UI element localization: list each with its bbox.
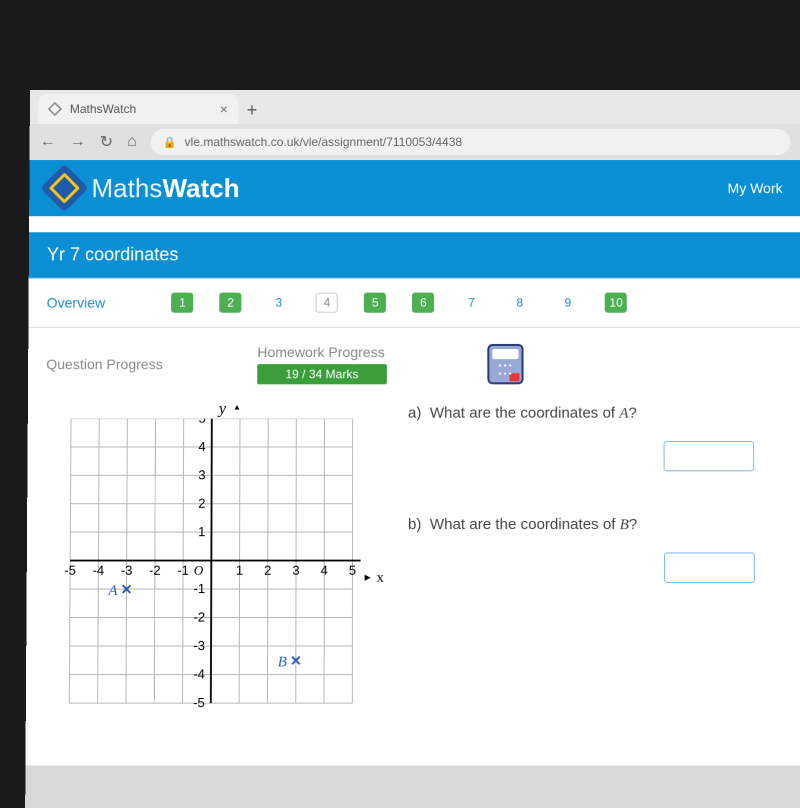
svg-text:B: B [278, 654, 287, 670]
forward-icon[interactable]: → [70, 133, 86, 151]
svg-text:×: × [121, 579, 132, 599]
close-icon[interactable]: × [220, 101, 228, 117]
x-axis-label: x [377, 571, 384, 587]
logo-icon [40, 164, 88, 212]
reload-icon[interactable]: ↻ [100, 132, 114, 152]
lock-icon: 🔒 [163, 136, 177, 149]
question-a-text: a) What are the coordinates of A? [408, 405, 784, 423]
svg-text:-5: -5 [193, 695, 205, 710]
browser-chrome: MathsWatch × + ← → ↻ ⌂ 🔒 vle.mathswatch.… [30, 90, 800, 160]
progress-row: Question Progress Homework Progress 19 /… [28, 328, 800, 393]
content-row: y x -5-4-3-2-112345-5-4-3-2-112345O×A×B … [25, 392, 800, 765]
url-text: vle.mathswatch.co.uk/vle/assignment/7110… [185, 135, 463, 149]
question-nav-1[interactable]: 1 [171, 293, 193, 313]
page-content: MathsWatch My Work Yr 7 coordinates Over… [25, 160, 800, 765]
svg-text:3: 3 [292, 563, 299, 578]
brand-text: MathsWatch [91, 173, 239, 204]
svg-text:2: 2 [264, 563, 271, 578]
svg-text:3: 3 [198, 467, 205, 482]
question-nav-7[interactable]: 7 [461, 293, 483, 313]
overview-link[interactable]: Overview [47, 295, 106, 311]
brand-logo[interactable]: MathsWatch [47, 171, 239, 205]
question-nav-4[interactable]: 4 [316, 293, 338, 313]
svg-text:5: 5 [349, 563, 356, 578]
new-tab-button[interactable]: + [238, 96, 266, 124]
y-axis-label: y [219, 400, 226, 418]
calculator-icon[interactable] [487, 344, 523, 384]
svg-text:-1: -1 [194, 581, 206, 596]
question-nav-3[interactable]: 3 [268, 293, 290, 313]
tab-title: MathsWatch [70, 102, 136, 116]
svg-text:-2: -2 [149, 563, 161, 578]
svg-text:-5: -5 [64, 563, 76, 578]
svg-text:-3: -3 [193, 638, 205, 653]
question-nav-2[interactable]: 2 [220, 293, 242, 313]
tab-bar: MathsWatch × + [30, 90, 800, 124]
question-b-text: b) What are the coordinates of B? [408, 516, 785, 534]
question-nav-6[interactable]: 6 [412, 293, 434, 313]
questions-panel: a) What are the coordinates of A? b) Wha… [408, 398, 786, 759]
svg-text:-3: -3 [121, 563, 133, 578]
question-a: a) What are the coordinates of A? [408, 405, 784, 472]
nav-bar: ← → ↻ ⌂ 🔒 vle.mathswatch.co.uk/vle/assig… [30, 124, 800, 160]
question-nav-10[interactable]: 10 [605, 293, 627, 313]
question-nav-8[interactable]: 8 [509, 293, 531, 313]
question-b: b) What are the coordinates of B? [408, 516, 785, 583]
site-header: MathsWatch My Work [29, 160, 800, 216]
nav-my-work[interactable]: My Work [728, 180, 783, 196]
svg-text:-4: -4 [93, 563, 105, 578]
svg-text:5: 5 [199, 419, 206, 426]
svg-text:4: 4 [198, 439, 205, 454]
svg-text:×: × [290, 650, 301, 670]
homework-marks-badge: 19 / 34 Marks [257, 364, 386, 384]
browser-window: MathsWatch × + ← → ↻ ⌂ 🔒 vle.mathswatch.… [25, 90, 800, 808]
question-nav-5[interactable]: 5 [364, 293, 386, 313]
browser-tab[interactable]: MathsWatch × [38, 94, 238, 124]
svg-text:-1: -1 [177, 563, 189, 578]
url-bar[interactable]: 🔒 vle.mathswatch.co.uk/vle/assignment/71… [151, 129, 791, 155]
graph-svg: -5-4-3-2-112345-5-4-3-2-112345O×A×B [44, 419, 378, 755]
assignment-title: Yr 7 coordinates [29, 232, 800, 278]
home-icon[interactable]: ⌂ [127, 133, 137, 151]
svg-text:A: A [107, 583, 118, 599]
question-nav-9[interactable]: 9 [557, 293, 579, 313]
question-nav: Overview 1 2 3 4 5 6 7 8 9 10 [28, 279, 800, 328]
svg-text:1: 1 [236, 563, 243, 578]
question-progress-label: Question Progress [46, 356, 217, 372]
svg-text:-2: -2 [193, 609, 205, 624]
coordinate-graph: y x -5-4-3-2-112345-5-4-3-2-112345O×A×B [44, 398, 378, 759]
answer-input-b[interactable] [664, 552, 755, 582]
question-numbers: 1 2 3 4 5 6 7 8 9 10 [171, 293, 627, 313]
svg-text:2: 2 [198, 496, 205, 511]
homework-progress: Homework Progress 19 / 34 Marks [257, 344, 386, 384]
svg-text:-4: -4 [193, 666, 205, 681]
svg-text:1: 1 [198, 524, 205, 539]
svg-text:4: 4 [321, 563, 328, 578]
answer-input-a[interactable] [664, 441, 755, 471]
homework-progress-label: Homework Progress [257, 344, 386, 360]
tab-favicon [48, 102, 62, 116]
svg-text:O: O [194, 563, 204, 578]
back-icon[interactable]: ← [40, 133, 56, 151]
